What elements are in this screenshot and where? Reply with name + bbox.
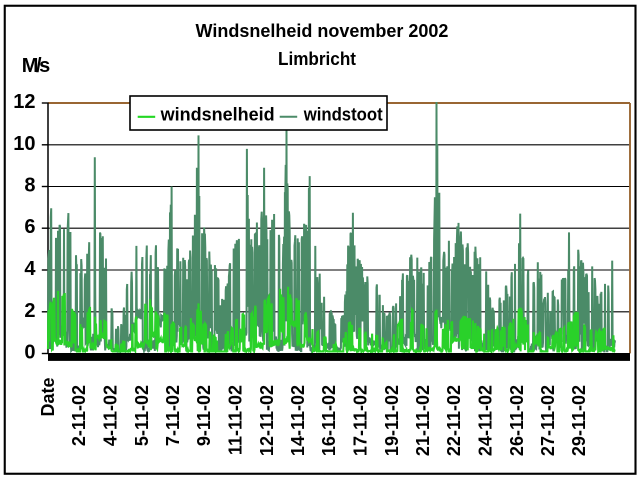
- svg-text:4-11-02: 4-11-02: [101, 385, 121, 446]
- svg-text:12-11-02: 12-11-02: [257, 385, 277, 456]
- svg-text:11-11-02: 11-11-02: [226, 385, 246, 455]
- svg-text:4: 4: [24, 258, 36, 280]
- svg-text:9-11-02: 9-11-02: [194, 385, 214, 446]
- svg-text:5-11-02: 5-11-02: [132, 385, 152, 446]
- svg-text:10: 10: [13, 133, 35, 155]
- svg-text:21-11-02: 21-11-02: [413, 385, 433, 456]
- svg-text:7-11-02: 7-11-02: [163, 385, 183, 446]
- svg-text:14-11-02: 14-11-02: [288, 385, 308, 456]
- svg-text:26-11-02: 26-11-02: [507, 385, 527, 456]
- svg-text:Date: Date: [38, 378, 58, 417]
- svg-text:27-11-02: 27-11-02: [538, 385, 558, 456]
- svg-text:Windsnelheid november 2002: Windsnelheid november 2002: [196, 21, 449, 41]
- svg-text:17-11-02: 17-11-02: [351, 385, 371, 456]
- svg-text:0: 0: [24, 342, 35, 364]
- svg-text:8: 8: [24, 175, 35, 197]
- svg-text:Limbricht: Limbricht: [278, 49, 356, 69]
- svg-text:22-11-02: 22-11-02: [444, 385, 464, 456]
- svg-text:19-11-02: 19-11-02: [382, 385, 402, 456]
- svg-text:M/s: M/s: [22, 55, 51, 77]
- svg-text:windstoot: windstoot: [303, 105, 383, 125]
- svg-text:24-11-02: 24-11-02: [476, 385, 496, 456]
- svg-text:6: 6: [24, 216, 35, 238]
- svg-text:2-11-02: 2-11-02: [69, 385, 89, 446]
- svg-text:16-11-02: 16-11-02: [319, 385, 339, 456]
- svg-text:29-11-02: 29-11-02: [569, 385, 589, 456]
- svg-text:2: 2: [24, 300, 35, 322]
- svg-text:12: 12: [13, 91, 35, 113]
- svg-text:windsnelheid: windsnelheid: [160, 105, 275, 125]
